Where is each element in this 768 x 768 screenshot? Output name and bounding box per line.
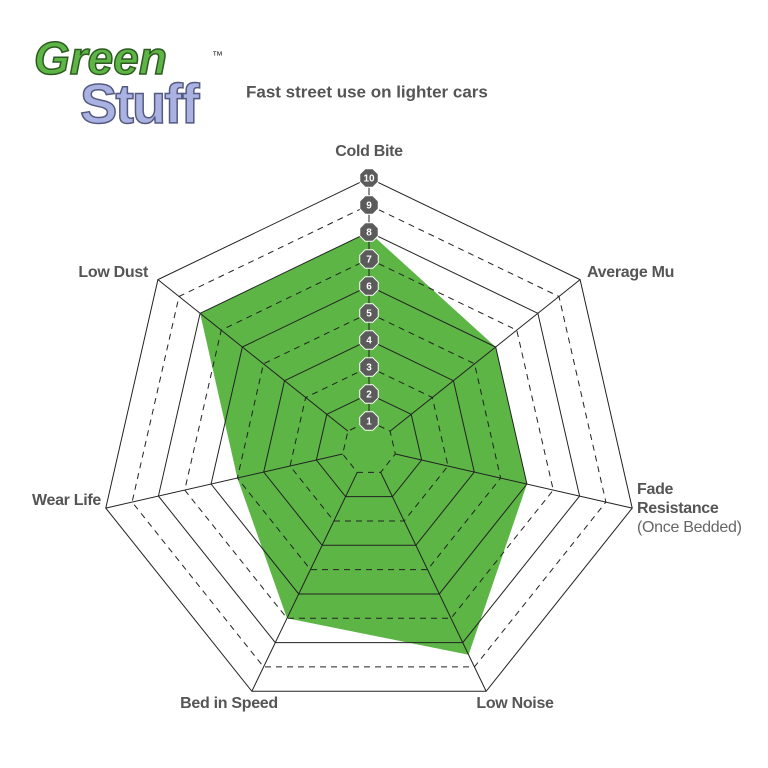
category-label: Cold Bite bbox=[335, 143, 403, 160]
grid-ring bbox=[157, 231, 581, 644]
grid-ring bbox=[263, 339, 475, 546]
axis-spoke bbox=[380, 472, 487, 692]
tick-label: 3 bbox=[366, 363, 372, 374]
grid-ring bbox=[184, 258, 554, 619]
tick-label: 2 bbox=[366, 390, 372, 401]
axis-spoke bbox=[105, 453, 343, 509]
logo-green: Green bbox=[34, 32, 167, 84]
grid-ring bbox=[289, 366, 449, 522]
tick-label: 10 bbox=[363, 174, 375, 185]
tick-badge bbox=[359, 384, 379, 404]
category-label: Low Noise bbox=[476, 695, 554, 712]
logo-stuff: Stuff bbox=[80, 72, 200, 135]
tick-badge bbox=[359, 303, 379, 323]
grid-ring bbox=[105, 177, 633, 692]
axis-spoke bbox=[395, 453, 633, 509]
tick-badge bbox=[359, 249, 379, 269]
chart-title: Fast street use on lighter cars bbox=[246, 82, 488, 101]
logo: Green Stuff ™ bbox=[33, 31, 223, 135]
tick-badge bbox=[359, 276, 379, 296]
grid-ring bbox=[236, 312, 502, 571]
grid-ring bbox=[131, 204, 607, 668]
tick-label: 4 bbox=[366, 336, 372, 347]
category-label: Fade Resistance (Once Bedded) bbox=[637, 481, 742, 536]
tick-label: 8 bbox=[366, 228, 372, 239]
axis-spoke bbox=[157, 279, 349, 432]
tick-badge bbox=[359, 222, 379, 242]
category-label: Wear Life bbox=[32, 492, 101, 509]
logo-trademark: ™ bbox=[212, 50, 223, 62]
tick-badge bbox=[359, 330, 379, 350]
grid-ring bbox=[210, 285, 528, 595]
category-label: Low Dust bbox=[78, 264, 149, 281]
tick-label: 6 bbox=[366, 282, 372, 293]
axis-spoke bbox=[389, 279, 581, 432]
tick-badge bbox=[359, 411, 379, 431]
axis-spoke bbox=[251, 472, 358, 692]
tick-badge bbox=[359, 357, 379, 377]
grid-ring bbox=[342, 420, 396, 473]
category-label: Average Mu bbox=[587, 264, 674, 281]
data-area bbox=[200, 232, 527, 655]
tick-badge bbox=[359, 195, 379, 215]
grid-ring bbox=[315, 393, 423, 498]
tick-badge bbox=[359, 168, 379, 188]
category-label: Bed in Speed bbox=[180, 695, 278, 712]
tick-label: 7 bbox=[366, 255, 372, 266]
tick-label: 1 bbox=[366, 417, 372, 428]
tick-label: 5 bbox=[366, 309, 372, 320]
tick-label: 9 bbox=[366, 201, 372, 212]
